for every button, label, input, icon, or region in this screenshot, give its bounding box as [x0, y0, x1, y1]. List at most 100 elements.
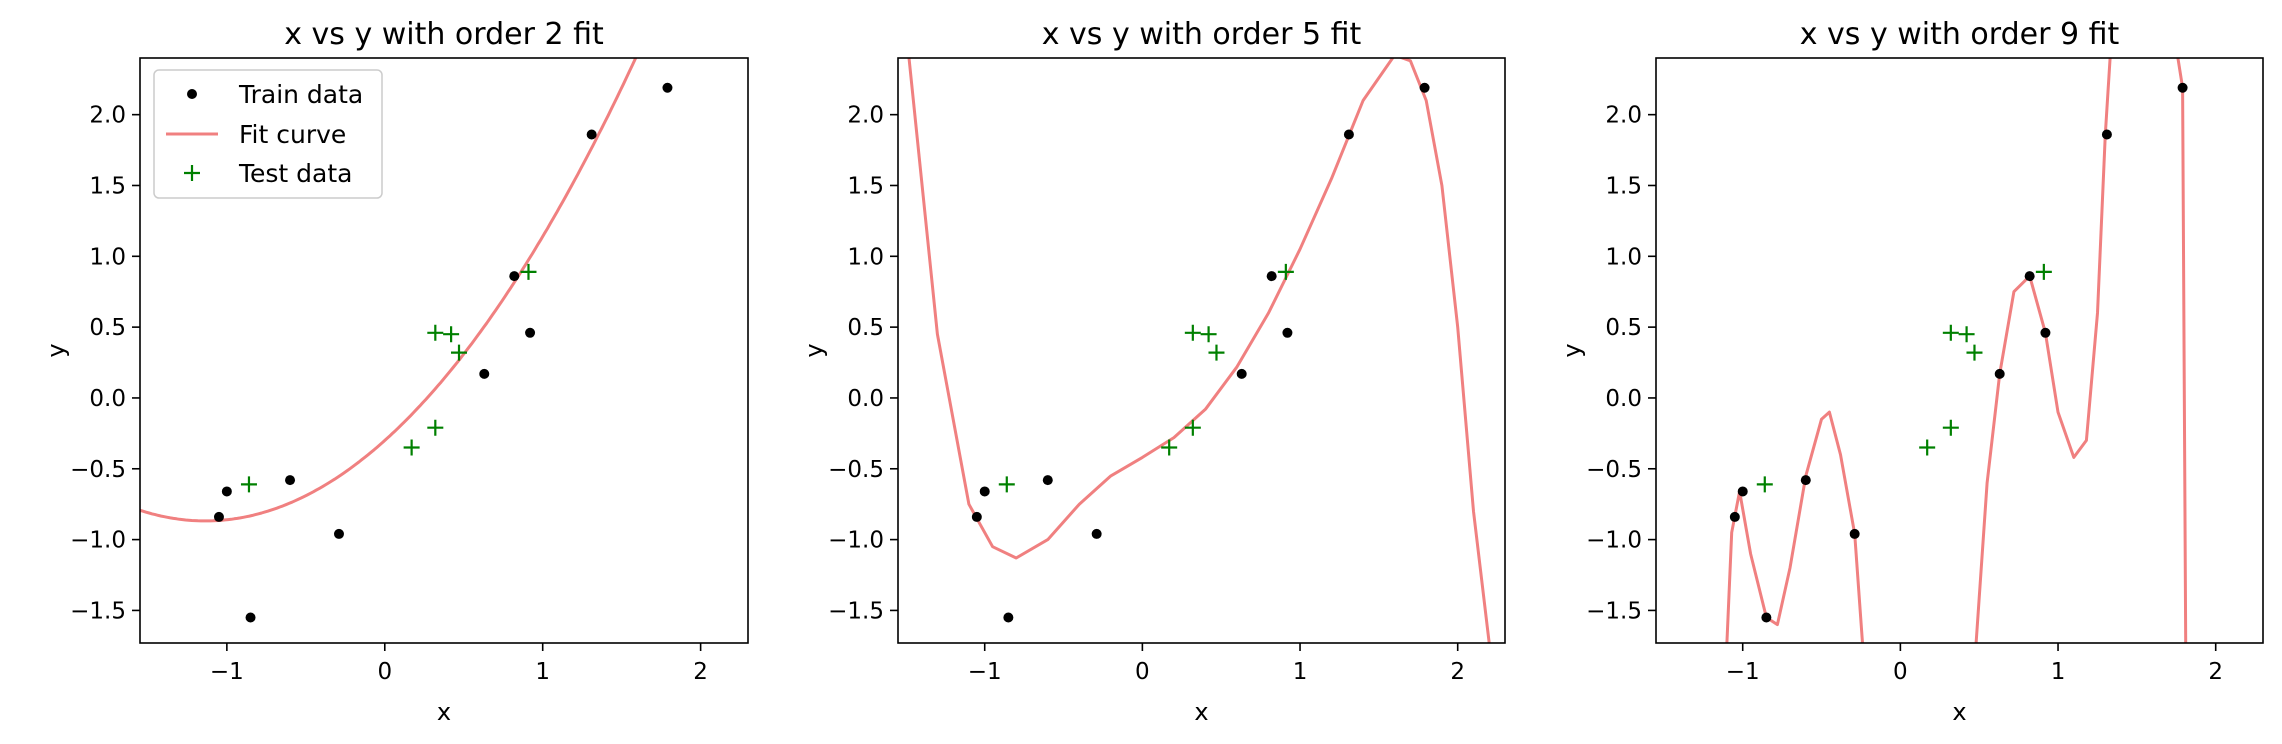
y-tick-label: 0.0	[1605, 386, 1642, 412]
y-tick-label: 1.5	[89, 173, 126, 199]
x-tick-label: 1	[535, 659, 550, 685]
y-tick-label: 0.0	[847, 386, 884, 412]
y-axis-label: y	[800, 343, 828, 357]
y-tick-label: 2.0	[847, 103, 884, 129]
train-data-point	[525, 327, 536, 338]
test-data-point	[427, 324, 444, 341]
train-data-point	[979, 486, 990, 497]
test-data-point	[1756, 476, 1773, 493]
train-data-point	[1003, 612, 1014, 623]
test-data-point	[1277, 263, 1294, 280]
test-data-point	[1184, 324, 1201, 341]
train-data-point	[662, 82, 673, 93]
y-tick-label: −1.0	[828, 528, 884, 554]
x-tick-label: 1	[1293, 659, 1308, 685]
y-tick-label: 0.5	[847, 315, 884, 341]
test-data-point	[403, 439, 420, 456]
legend-entry-label: Test data	[238, 159, 353, 188]
train-data-point	[586, 129, 597, 140]
plot-area	[1725, 58, 2188, 643]
y-tick-label: 1.5	[1605, 173, 1642, 199]
test-data-point	[427, 419, 444, 436]
test-data-point	[1966, 344, 1983, 361]
train-data-point	[1266, 271, 1277, 282]
chart-title: x vs y with order 2 fit	[284, 17, 604, 52]
y-axis-label: y	[42, 343, 70, 357]
train-data-point	[509, 271, 520, 282]
y-tick-label: 0.5	[89, 315, 126, 341]
test-data-point	[1919, 439, 1936, 456]
train-data-point	[1091, 528, 1102, 539]
y-tick-label: −1.0	[1586, 528, 1642, 554]
test-data-point	[1184, 419, 1201, 436]
x-tick-label: 2	[693, 659, 708, 685]
train-data-point	[285, 475, 296, 486]
legend-box	[153, 69, 383, 199]
x-axis-label: x	[1194, 698, 1208, 726]
test-data-point	[520, 263, 537, 280]
train-data-point	[213, 511, 224, 522]
legend-entry-label: Train data	[238, 80, 363, 109]
test-data-point	[240, 476, 257, 493]
y-tick-label: 1.0	[847, 244, 884, 270]
train-data-point	[1737, 486, 1748, 497]
fit-curve-line	[1725, 410, 1864, 643]
y-tick-label: 1.0	[89, 244, 126, 270]
train-data-point	[245, 612, 256, 623]
chart-panel-2: −1 0 1 2 −1.5 −1.0 −0.5 0.0 0.5 1.0 1.5 2.0 x vs y w…	[800, 17, 1506, 726]
axes-frame	[897, 57, 1506, 644]
x-tick-label: −1	[1726, 659, 1760, 685]
chart-title: x vs y with order 5 fit	[1042, 17, 1362, 52]
y-axis-label: y	[1558, 343, 1586, 357]
fit-curve-line	[907, 58, 1491, 643]
train-data-point	[2024, 271, 2035, 282]
test-data-point	[998, 476, 1015, 493]
train-data-point	[1761, 612, 1772, 623]
legend-train-marker	[187, 89, 197, 99]
train-data-point	[971, 511, 982, 522]
train-data-point	[2040, 327, 2051, 338]
axes-frame	[139, 57, 749, 644]
chart-panel-1: −1 0 1 2 −1.5 −1.0 −0.5 0.0 0.5 1.0 1.5 2.0 x vs y w…	[42, 17, 749, 726]
y-tick-label: −1.0	[70, 528, 126, 554]
y-tick-label: 0.5	[1605, 315, 1642, 341]
x-tick-label: 2	[1450, 659, 1465, 685]
train-data-point	[1729, 511, 1740, 522]
train-data-point	[1849, 528, 1860, 539]
fit-curve-line	[1974, 58, 2112, 643]
x-tick-label: 1	[2051, 659, 2066, 685]
y-tick-label: −1.5	[1586, 598, 1642, 624]
plot-area	[907, 58, 1491, 643]
test-data-point	[451, 344, 468, 361]
test-data-point	[1200, 326, 1217, 343]
legend-test-marker	[184, 165, 200, 181]
y-tick-label: −0.5	[70, 457, 126, 483]
test-data-point	[443, 326, 460, 343]
x-tick-label: 0	[377, 659, 392, 685]
fit-curve-line	[140, 58, 638, 523]
y-tick-label: 2.0	[89, 103, 126, 129]
chart-panel-3: −1 0 1 2 −1.5 −1.0 −0.5 0.0 0.5 1.0 1.5 2.0 x vs y w…	[1558, 17, 2264, 726]
train-data-point	[1042, 475, 1053, 486]
test-data-point	[1942, 324, 1959, 341]
x-tick-label: −1	[968, 659, 1002, 685]
x-tick-label: 2	[2208, 659, 2223, 685]
test-data-point	[2035, 263, 2052, 280]
legend-entry-label: Fit curve	[239, 120, 346, 149]
y-tick-label: −0.5	[1586, 457, 1642, 483]
fit-curve-line	[2176, 58, 2188, 643]
train-data-point	[1236, 368, 1247, 379]
train-data-point	[333, 528, 344, 539]
plot-area	[140, 58, 673, 623]
x-tick-label: −1	[210, 659, 244, 685]
train-data-point	[1994, 368, 2005, 379]
test-data-point	[1208, 344, 1225, 361]
train-data-point	[2101, 129, 2112, 140]
x-axis-label: x	[1952, 698, 1966, 726]
y-tick-label: 2.0	[1605, 103, 1642, 129]
test-data-point	[1958, 326, 1975, 343]
y-tick-label: 1.0	[1605, 244, 1642, 270]
legend: Train data Fit curve Test data	[153, 69, 383, 199]
x-tick-label: 0	[1893, 659, 1908, 685]
